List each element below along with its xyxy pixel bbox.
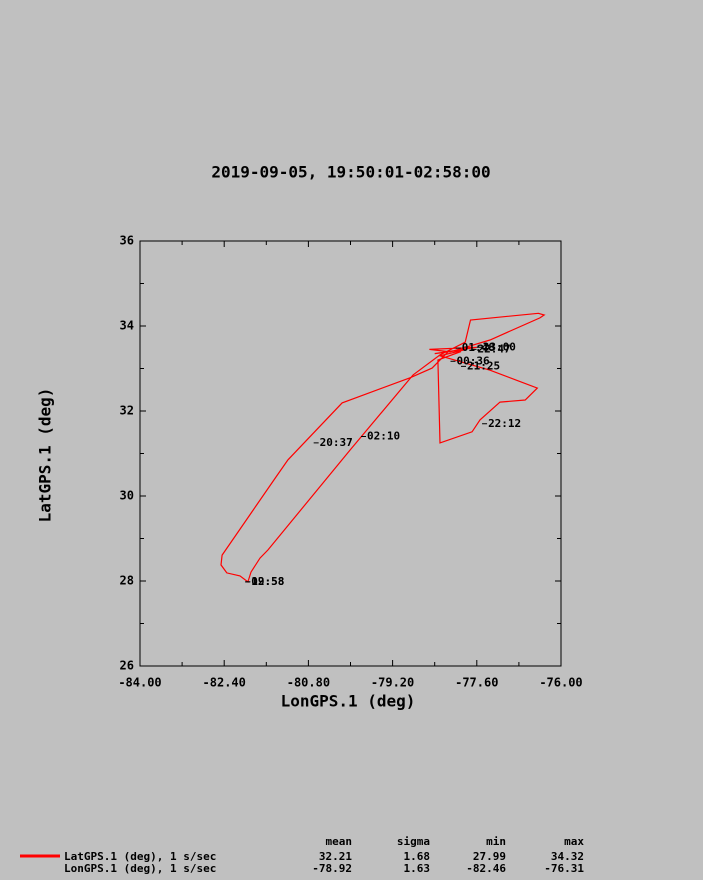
stats-value: 32.21 — [319, 850, 352, 863]
y-axis-label: LatGPS.1 (deg) — [36, 388, 55, 523]
plot-frame — [139, 240, 562, 667]
annotation: 00:36 — [456, 354, 489, 367]
y-tick-label: 34 — [120, 319, 134, 333]
stats-value: 1.68 — [404, 850, 431, 863]
legend-label: LatGPS.1 (deg), 1 s/sec — [64, 850, 216, 863]
stats-header: mean — [326, 835, 353, 848]
annotation: 02:58 — [251, 575, 284, 588]
x-axis-label: LonGPS.1 (deg) — [281, 692, 416, 711]
chart-title: 2019-09-05, 19:50:01-02:58:00 — [211, 163, 490, 182]
stats-value: 34.32 — [551, 850, 584, 863]
x-tick-label: -82.40 — [203, 676, 246, 690]
y-tick-label: 36 — [120, 234, 134, 248]
x-tick-label: -84.00 — [118, 676, 161, 690]
legend-label: LonGPS.1 (deg), 1 s/sec — [64, 862, 216, 875]
annotation: 21:25 — [467, 359, 500, 372]
x-tick-label: -77.60 — [455, 676, 498, 690]
stats-value: -78.92 — [312, 862, 352, 875]
y-tick-label: 26 — [120, 659, 134, 673]
x-tick-label: -79.20 — [371, 676, 414, 690]
stats-header: max — [564, 835, 584, 848]
stats-value: 1.63 — [404, 862, 431, 875]
y-tick-label: 32 — [120, 404, 134, 418]
x-tick-label: -76.00 — [539, 676, 582, 690]
stats-value: 27.99 — [473, 850, 506, 863]
x-tick-label: -80.80 — [287, 676, 330, 690]
annotation: 22:47 — [478, 342, 511, 355]
stats-value: -82.46 — [466, 862, 506, 875]
track-line — [220, 312, 546, 583]
annotation: 02:10 — [367, 430, 400, 443]
annotation: 22:12 — [488, 417, 521, 430]
y-tick-label: 30 — [120, 489, 134, 503]
stats-header: sigma — [397, 835, 430, 848]
annotation: 20:37 — [320, 436, 353, 449]
annotation: 23:00 — [483, 340, 516, 353]
stats-value: -76.31 — [544, 862, 584, 875]
stats-header: min — [486, 835, 506, 848]
y-tick-label: 28 — [120, 574, 134, 588]
annotation: 19:58 — [251, 575, 284, 588]
